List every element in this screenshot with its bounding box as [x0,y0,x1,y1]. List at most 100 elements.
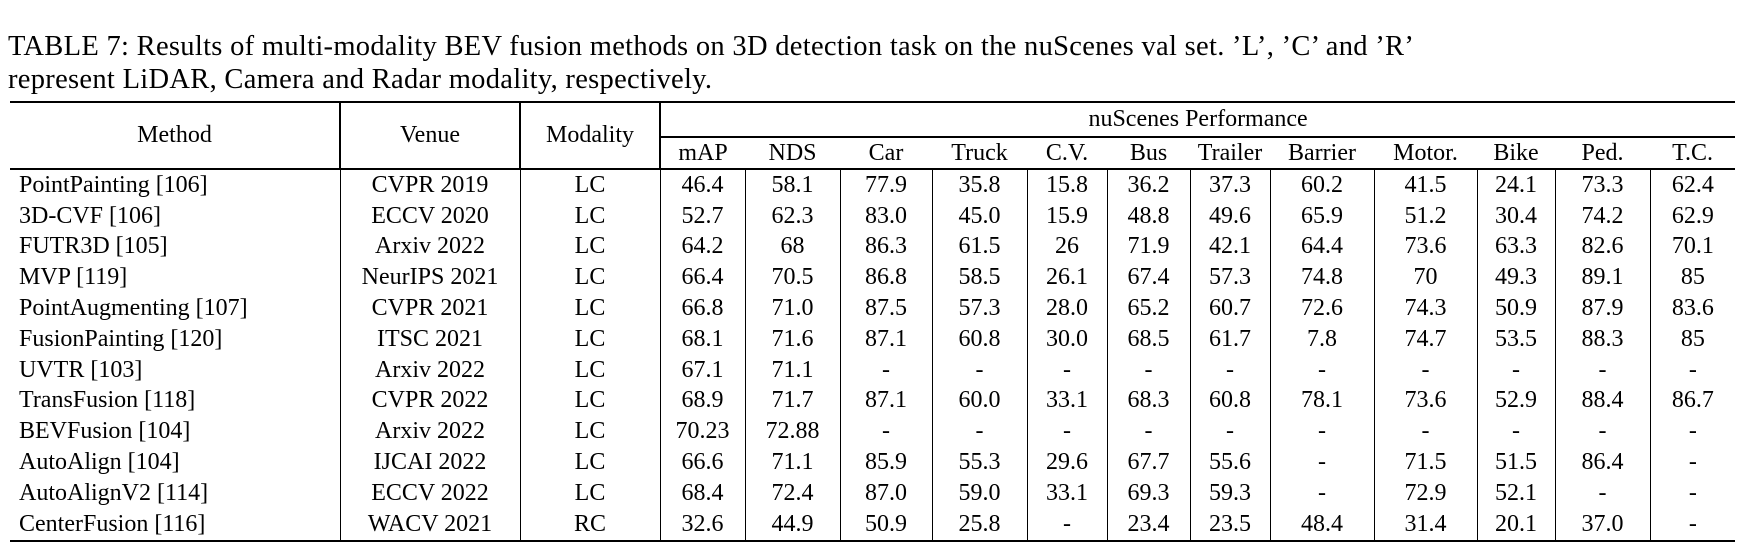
value-cell: 48.4 [1269,508,1374,541]
value-cell: 86.4 [1554,447,1650,478]
value-cell: - [931,354,1027,386]
value-cell: - [1269,447,1374,478]
venue-cell: Arxiv 2022 [339,354,520,386]
value-cell: 68.4 [659,477,745,509]
value-cell: - [1554,477,1650,509]
table-row: CenterFusion [116] WACV 2021 RC 32.6 44.9 50.… [10,508,1736,541]
value-cell: 67.1 [659,354,745,386]
value-cell: 50.9 [839,508,932,541]
value-cell: - [1189,354,1270,386]
value-cell: 37.0 [1554,508,1650,541]
value-cell: 65.9 [1269,200,1374,232]
value-cell: 74.7 [1373,323,1477,355]
value-cell: 87.9 [1554,293,1650,324]
col-header-motor: Motor. [1374,137,1477,170]
value-cell: 52.9 [1476,385,1555,417]
value-cell: 60.8 [1189,385,1270,417]
value-cell: 51.2 [1373,200,1477,232]
value-cell: 73.6 [1373,231,1477,263]
method-cell: FusionPainting [120] [19,325,223,352]
value-cell: 41.5 [1373,169,1477,201]
modality-cell: LC [519,447,660,478]
value-cell: - [1649,447,1736,478]
table-body: PointPainting [106] CVPR 2019 LC 46.4 58.1 77… [10,169,1736,541]
modality-cell: LC [519,385,660,417]
table-row: MVP [119] NeurIPS 2021 LC 66.4 70.5 86.8 58.5 2… [10,262,1736,294]
value-cell: - [1373,354,1477,386]
value-cell: 66.6 [659,447,745,478]
col-header-trailer: Trailer [1190,137,1270,170]
value-cell: 26.1 [1026,262,1107,294]
value-cell: 86.7 [1649,385,1736,417]
method-cell: AutoAlignV2 [114] [19,479,209,506]
value-cell: 72.4 [744,477,840,509]
col-header-ped: Ped. [1555,137,1650,170]
value-cell: 71.1 [744,354,840,386]
modality-cell: LC [519,262,660,294]
value-cell: 82.6 [1554,231,1650,263]
value-cell: 24.1 [1476,169,1555,201]
method-cell: CenterFusion [116] [19,510,206,537]
value-cell: 30.4 [1476,200,1555,232]
value-cell: 64.2 [659,231,745,263]
value-cell: 73.3 [1554,169,1650,201]
venue-cell: CVPR 2019 [339,169,520,201]
method-cell: FUTR3D [105] [19,233,168,260]
value-cell: 83.0 [839,200,932,232]
value-cell: 87.0 [839,477,932,509]
value-cell: 33.1 [1026,385,1107,417]
value-cell: 62.3 [744,200,840,232]
value-cell: 71.9 [1106,231,1190,263]
value-cell: - [1106,354,1190,386]
value-cell: 85 [1649,323,1736,355]
value-cell: 83.6 [1649,293,1736,324]
col-header-car: Car [840,137,932,170]
value-cell: 72.88 [744,416,840,448]
value-cell: 31.4 [1373,508,1477,541]
value-cell: 61.5 [931,231,1027,263]
table-row: TransFusion [118] CVPR 2022 LC 68.9 71.7 87.1… [10,385,1736,417]
value-cell: 68.5 [1106,323,1190,355]
group-header-nuscenes-performance: nuScenes Performance [658,102,1736,138]
results-table: Method Venue Modality nuScenes Performan… [10,101,1736,542]
value-cell: 71.6 [744,323,840,355]
value-cell: 62.4 [1649,169,1736,201]
method-cell: UVTR [103] [19,356,143,383]
value-cell: - [839,416,932,448]
value-cell: 55.3 [931,447,1027,478]
value-cell: 60.2 [1269,169,1374,201]
value-cell: - [1476,354,1555,386]
value-cell: 50.9 [1476,293,1555,324]
table-row: AutoAlignV2 [114] ECCV 2022 LC 68.4 72.4 87.0… [10,477,1736,509]
value-cell: 62.9 [1649,200,1736,232]
col-header-method: Method [10,102,341,170]
value-cell: - [1106,416,1190,448]
value-cell: 60.8 [931,323,1027,355]
value-cell: 87.1 [839,323,932,355]
value-cell: 51.5 [1476,447,1555,478]
value-cell: 87.1 [839,385,932,417]
method-cell: TransFusion [118] [19,387,196,414]
value-cell: 85.9 [839,447,932,478]
value-cell: 57.3 [931,293,1027,324]
value-cell: 77.9 [839,169,932,201]
value-cell: 53.5 [1476,323,1555,355]
method-cell: MVP [119] [19,264,128,291]
table-row: BEVFusion [104] Arxiv 2022 LC 70.23 72.88- - -… [10,416,1736,448]
value-cell: 78.1 [1269,385,1374,417]
venue-cell: ECCV 2020 [339,200,520,232]
modality-cell: LC [519,231,660,263]
value-cell: 52.1 [1476,477,1555,509]
caption-line-2: represent LiDAR, Camera and Radar modali… [8,63,713,95]
table-row: UVTR [103] Arxiv 2022 LC 67.1 71.1- - - - - - - - - - [10,354,1736,386]
col-header-t-c: T.C. [1650,137,1736,170]
value-cell: 74.3 [1373,293,1477,324]
table-row: 3D-CVF [106] ECCV 2020 LC 52.7 62.3 83.0 45.0 1… [10,200,1736,232]
venue-cell: IJCAI 2022 [339,447,520,478]
value-cell: - [1026,508,1107,541]
value-cell: 88.3 [1554,323,1650,355]
value-cell: 70.5 [744,262,840,294]
value-cell: 70 [1373,262,1477,294]
value-cell: 67.7 [1106,447,1190,478]
modality-cell: LC [519,200,660,232]
